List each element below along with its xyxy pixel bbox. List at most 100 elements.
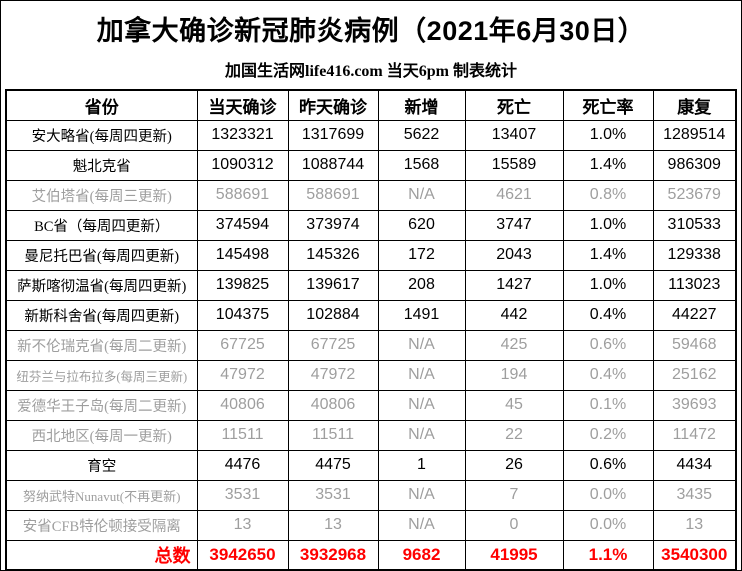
province-cell: 安省CFB特伦顿接受隔离 xyxy=(5,509,198,541)
value-cell-death_rate: 0.2% xyxy=(562,419,654,451)
value-cell-recovered: 4434 xyxy=(652,449,737,481)
value-cell-today: 4476 xyxy=(196,449,289,481)
province-cell: 新不伦瑞克省(每周二更新) xyxy=(5,329,198,361)
value-cell-today: 374594 xyxy=(196,209,289,241)
value-cell-deaths: 3747 xyxy=(464,209,564,241)
value-cell-today: 1090312 xyxy=(196,149,289,181)
value-cell-yesterday: 11511 xyxy=(287,419,379,451)
page-subtitle: 加国生活网life416.com 当天6pm 制表统计 xyxy=(225,63,517,80)
province-cell: 爱德华王子岛(每周二更新) xyxy=(5,389,198,421)
value-cell-added: N/A xyxy=(377,419,466,451)
value-cell-recovered: 523679 xyxy=(652,179,737,211)
province-cell: 纽芬兰与拉布拉多(每周三更新) xyxy=(5,359,198,391)
value-cell-death_rate: 0.0% xyxy=(562,509,654,541)
value-cell-death_rate: 1.0% xyxy=(562,209,654,241)
value-cell-deaths: 2043 xyxy=(464,239,564,271)
value-cell-death_rate: 1.0% xyxy=(562,119,654,151)
value-cell-yesterday: 145326 xyxy=(287,239,379,271)
value-cell-added: N/A xyxy=(377,329,466,361)
value-cell-deaths: 442 xyxy=(464,299,564,331)
value-cell-yesterday: 1088744 xyxy=(287,149,379,181)
value-cell-yesterday: 1317699 xyxy=(287,119,379,151)
value-cell-recovered: 3435 xyxy=(652,479,737,511)
table-row: 安大略省(每周四更新) 1323321 1317699 5622 13407 1.0% 12… xyxy=(5,119,737,151)
value-cell-today: 588691 xyxy=(196,179,289,211)
table-row: BC省（每周四更新） 374594 373974 620 3747 1.0% 310533 xyxy=(5,209,737,241)
value-cell-added: N/A xyxy=(377,389,466,421)
value-cell-added: N/A xyxy=(377,509,466,541)
value-cell-yesterday: 102884 xyxy=(287,299,379,331)
table-row: 育空 4476 4475 1 26 0.6% 4434 xyxy=(5,449,737,481)
province-cell: 努纳武特Nunavut(不再更新) xyxy=(5,479,198,511)
value-cell-recovered: 11472 xyxy=(652,419,737,451)
value-cell-deaths: 7 xyxy=(464,479,564,511)
total-row: 总数 3942650 3932968 9682 41995 1.1% 3540300 xyxy=(5,539,737,571)
value-cell-deaths: 45 xyxy=(464,389,564,421)
value-cell-recovered: 1289514 xyxy=(652,119,737,151)
value-cell-yesterday: 139617 xyxy=(287,269,379,301)
value-cell-added: N/A xyxy=(377,179,466,211)
covid-statistics-table: 省份 当天确诊 昨天确诊 新增 死亡 死亡率 康复 安大略省(每周四更新) 1323321 13… xyxy=(5,89,737,571)
value-cell-death_rate: 0.6% xyxy=(562,449,654,481)
value-cell-recovered: 113023 xyxy=(652,269,737,301)
value-cell-today: 13 xyxy=(196,509,289,541)
column-header-recovered: 康复 xyxy=(652,89,737,121)
value-cell-today: 3531 xyxy=(196,479,289,511)
province-cell: BC省（每周四更新） xyxy=(5,209,198,241)
column-header-deaths: 死亡 xyxy=(464,89,564,121)
province-cell: 西北地区(每周一更新) xyxy=(5,419,198,451)
table-row: 萨斯喀彻温省(每周四更新) 139825 139617 208 1427 1.0% 1130… xyxy=(5,269,737,301)
table-row: 艾伯塔省(每周三更新) 588691 588691 N/A 4621 0.8% 523679 xyxy=(5,179,737,211)
value-cell-death_rate: 0.8% xyxy=(562,179,654,211)
value-cell-death_rate: 0.1% xyxy=(562,389,654,421)
value-cell-yesterday: 40806 xyxy=(287,389,379,421)
value-cell-today: 47972 xyxy=(196,359,289,391)
value-cell-deaths: 22 xyxy=(464,419,564,451)
table-row: 魁北克省 1090312 1088744 1568 15589 1.4% 986309 xyxy=(5,149,737,181)
value-cell-yesterday: 3932968 xyxy=(287,539,379,571)
value-cell-death_rate: 0.6% xyxy=(562,329,654,361)
table-row: 纽芬兰与拉布拉多(每周三更新) 47972 47972 N/A 194 0.4% 25162 xyxy=(5,359,737,391)
value-cell-death_rate: 1.4% xyxy=(562,239,654,271)
province-cell: 萨斯喀彻温省(每周四更新) xyxy=(5,269,198,301)
value-cell-recovered: 3540300 xyxy=(652,539,737,571)
value-cell-today: 1323321 xyxy=(196,119,289,151)
value-cell-yesterday: 47972 xyxy=(287,359,379,391)
value-cell-recovered: 44227 xyxy=(652,299,737,331)
table-row: 新斯科舍省(每周四更新) 104375 102884 1491 442 0.4% 44227 xyxy=(5,299,737,331)
value-cell-death_rate: 0.4% xyxy=(562,299,654,331)
table-row: 西北地区(每周一更新) 11511 11511 N/A 22 0.2% 11472 xyxy=(5,419,737,451)
value-cell-recovered: 25162 xyxy=(652,359,737,391)
value-cell-added: 9682 xyxy=(377,539,466,571)
value-cell-recovered: 129338 xyxy=(652,239,737,271)
value-cell-today: 139825 xyxy=(196,269,289,301)
value-cell-deaths: 425 xyxy=(464,329,564,361)
value-cell-yesterday: 4475 xyxy=(287,449,379,481)
table-row: 安省CFB特伦顿接受隔离 13 13 N/A 0 0.0% 13 xyxy=(5,509,737,541)
table-row: 新不伦瑞克省(每周二更新) 67725 67725 N/A 425 0.6% 59468 xyxy=(5,329,737,361)
table-row: 努纳武特Nunavut(不再更新) 3531 3531 N/A 7 0.0% 3435 xyxy=(5,479,737,511)
value-cell-added: N/A xyxy=(377,479,466,511)
value-cell-deaths: 194 xyxy=(464,359,564,391)
province-cell: 新斯科舍省(每周四更新) xyxy=(5,299,198,331)
province-cell: 安大略省(每周四更新) xyxy=(5,119,198,151)
value-cell-death_rate: 0.4% xyxy=(562,359,654,391)
value-cell-deaths: 0 xyxy=(464,509,564,541)
column-header-added: 新增 xyxy=(377,89,466,121)
value-cell-added: 1 xyxy=(377,449,466,481)
value-cell-death_rate: 1.0% xyxy=(562,269,654,301)
value-cell-deaths: 4621 xyxy=(464,179,564,211)
value-cell-yesterday: 3531 xyxy=(287,479,379,511)
column-header-today: 当天确诊 xyxy=(196,89,289,121)
value-cell-recovered: 986309 xyxy=(652,149,737,181)
value-cell-death_rate: 1.1% xyxy=(562,539,654,571)
table-row: 爱德华王子岛(每周二更新) 40806 40806 N/A 45 0.1% 39693 xyxy=(5,389,737,421)
value-cell-today: 40806 xyxy=(196,389,289,421)
value-cell-today: 67725 xyxy=(196,329,289,361)
province-cell: 总数 xyxy=(5,539,198,571)
value-cell-yesterday: 588691 xyxy=(287,179,379,211)
value-cell-added: 208 xyxy=(377,269,466,301)
value-cell-deaths: 41995 xyxy=(464,539,564,571)
province-cell: 育空 xyxy=(5,449,198,481)
value-cell-recovered: 59468 xyxy=(652,329,737,361)
